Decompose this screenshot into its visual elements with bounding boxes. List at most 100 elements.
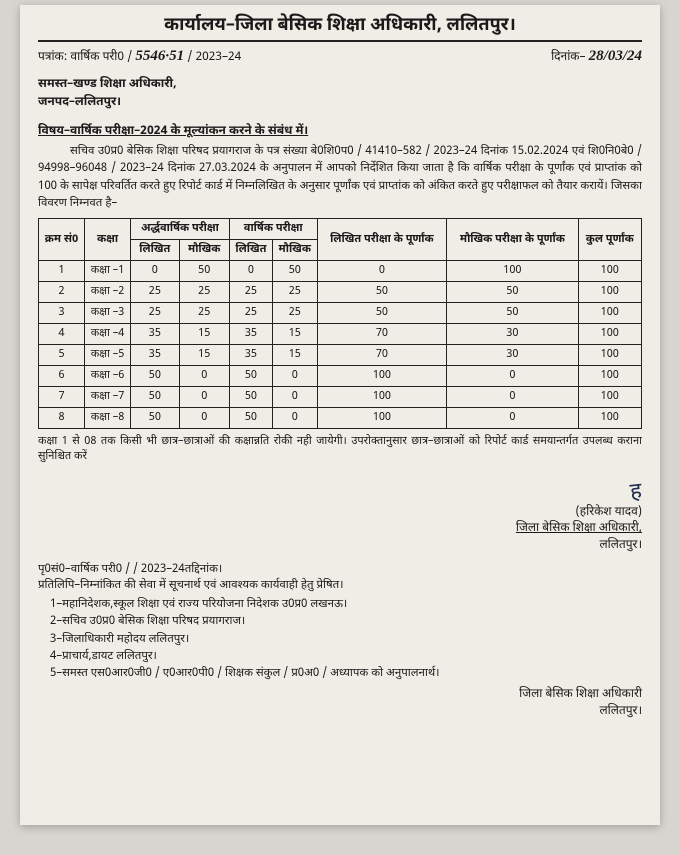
cc-intro: प्रतिलिपि–निम्नांकित की सेवा में सूचनार्… bbox=[38, 577, 642, 594]
th-annual: वार्षिक परीक्षा bbox=[229, 219, 317, 240]
table-cell: 0 bbox=[272, 387, 317, 408]
table-cell: 100 bbox=[578, 366, 641, 387]
table-cell: 1 bbox=[39, 261, 85, 282]
table-cell: 0 bbox=[272, 408, 317, 429]
table-cell: 100 bbox=[578, 282, 641, 303]
table-cell: 50 bbox=[447, 282, 578, 303]
table-cell: 0 bbox=[447, 408, 578, 429]
signature-block: ह (हरिकेश यादव) जिला बेसिक शिक्षा अधिकार… bbox=[38, 476, 642, 554]
table-cell: 35 bbox=[131, 345, 179, 366]
signature-bottom: जिला बेसिक शिक्षा अधिकारी ललितपुर। bbox=[38, 686, 642, 720]
table-cell: 35 bbox=[131, 324, 179, 345]
signatory2-place: ललितपुर। bbox=[600, 703, 643, 719]
signature-scrawl: ह bbox=[629, 475, 644, 507]
table-cell: 6 bbox=[39, 366, 85, 387]
table-cell: 50 bbox=[317, 303, 447, 324]
table-cell: कक्षा –2 bbox=[85, 282, 131, 303]
reference-line: पत्रांक: वार्षिक परी0 / 5546·51 / 2023–2… bbox=[38, 48, 642, 65]
cc-item: 5–समस्त एस0आर0जी0 / ए0आर0पी0 / शिक्षक सं… bbox=[50, 665, 642, 682]
footer-reference: पृ0सं0–वार्षिक परी0 / / 2023–24तद्दिनांक… bbox=[38, 562, 642, 577]
table-cell: 25 bbox=[272, 282, 317, 303]
table-cell: 0 bbox=[447, 387, 578, 408]
th-half-oral: मौखिक bbox=[179, 240, 229, 261]
table-cell: 0 bbox=[131, 261, 179, 282]
table-cell: 25 bbox=[131, 282, 179, 303]
table-row: 3कक्षा –3252525255050100 bbox=[39, 303, 642, 324]
cc-item: 4–प्राचार्य,डायट ललितपुर। bbox=[50, 648, 642, 665]
table-cell: 100 bbox=[578, 345, 641, 366]
cc-item: 3–जिलाधिकारी महोदय ललितपुर। bbox=[50, 631, 642, 648]
ref-prefix: पत्रांक: वार्षिक परी0 / bbox=[38, 49, 132, 65]
table-cell: 50 bbox=[131, 366, 179, 387]
th-half: अर्द्धवार्षिक परीक्षा bbox=[131, 219, 230, 240]
table-row: 2कक्षा –2252525255050100 bbox=[39, 282, 642, 303]
signatory-place: ललितपुर। bbox=[600, 537, 643, 553]
cc-item: 2–सचिव उ0प्र0 बेसिक शिक्षा परिषद प्रयागर… bbox=[50, 613, 642, 630]
table-cell: 50 bbox=[131, 387, 179, 408]
table-row: 1कक्षा –10500500100100 bbox=[39, 261, 642, 282]
office-title: कार्यालय–जिला बेसिक शिक्षा अधिकारी, ललित… bbox=[38, 15, 642, 42]
table-cell: 15 bbox=[179, 324, 229, 345]
table-cell: 25 bbox=[272, 303, 317, 324]
table-cell: 0 bbox=[317, 261, 447, 282]
table-cell: 3 bbox=[39, 303, 85, 324]
table-cell: 50 bbox=[179, 261, 229, 282]
table-cell: 8 bbox=[39, 408, 85, 429]
table-cell: 25 bbox=[179, 282, 229, 303]
body-paragraph: सचिव उ0प्र0 बेसिक शिक्षा परिषद प्रयागराज… bbox=[38, 143, 642, 212]
date-label: दिनांक– bbox=[551, 49, 585, 65]
table-row: 5कक्षा –5351535157030100 bbox=[39, 345, 642, 366]
table-cell: 50 bbox=[447, 303, 578, 324]
table-cell: 0 bbox=[179, 387, 229, 408]
table-cell: कक्षा –4 bbox=[85, 324, 131, 345]
table-cell: 15 bbox=[272, 324, 317, 345]
table-cell: 100 bbox=[447, 261, 578, 282]
table-cell: 0 bbox=[447, 366, 578, 387]
table-cell: 7 bbox=[39, 387, 85, 408]
table-row: 4कक्षा –4351535157030100 bbox=[39, 324, 642, 345]
table-cell: 50 bbox=[317, 282, 447, 303]
table-cell: 50 bbox=[229, 366, 272, 387]
table-cell: 100 bbox=[317, 387, 447, 408]
table-cell: 100 bbox=[317, 366, 447, 387]
table-cell: 30 bbox=[447, 324, 578, 345]
ref-year: / 2023–24 bbox=[187, 49, 241, 65]
th-oral-full: मौखिक परीक्षा के पूर्णांक bbox=[447, 219, 578, 261]
table-cell: 0 bbox=[272, 366, 317, 387]
addressee-line1: समस्त–खण्ड शिक्षा अधिकारी, bbox=[38, 75, 642, 93]
table-row: 6कक्षा –65005001000100 bbox=[39, 366, 642, 387]
table-cell: 2 bbox=[39, 282, 85, 303]
cc-item: 1–महानिदेशक,स्कूल शिक्षा एवं राज्य परियो… bbox=[50, 596, 642, 613]
table-cell: कक्षा –7 bbox=[85, 387, 131, 408]
table-cell: 5 bbox=[39, 345, 85, 366]
th-half-written: लिखित bbox=[131, 240, 179, 261]
table-cell: 50 bbox=[229, 387, 272, 408]
table-cell: 25 bbox=[179, 303, 229, 324]
cc-list: 1–महानिदेशक,स्कूल शिक्षा एवं राज्य परियो… bbox=[50, 596, 642, 682]
th-class: कक्षा bbox=[85, 219, 131, 261]
th-total: कुल पूर्णांक bbox=[578, 219, 641, 261]
table-cell: 15 bbox=[272, 345, 317, 366]
table-cell: 100 bbox=[317, 408, 447, 429]
table-cell: कक्षा –5 bbox=[85, 345, 131, 366]
table-cell: 0 bbox=[179, 408, 229, 429]
addressee-block: समस्त–खण्ड शिक्षा अधिकारी, जनपद–ललितपुर। bbox=[38, 75, 642, 111]
table-cell: 25 bbox=[131, 303, 179, 324]
marks-table: क्रम सं0 कक्षा अर्द्धवार्षिक परीक्षा वार… bbox=[38, 218, 642, 429]
table-row: 8कक्षा –85005001000100 bbox=[39, 408, 642, 429]
signatory-desig: जिला बेसिक शिक्षा अधिकारी, bbox=[516, 520, 642, 536]
ref-number-handwritten: 5546·51 bbox=[135, 48, 184, 64]
table-cell: 50 bbox=[229, 408, 272, 429]
table-cell: 30 bbox=[447, 345, 578, 366]
table-cell: 70 bbox=[317, 345, 447, 366]
table-cell: 0 bbox=[179, 366, 229, 387]
table-cell: कक्षा –8 bbox=[85, 408, 131, 429]
table-cell: 100 bbox=[578, 261, 641, 282]
table-cell: 100 bbox=[578, 303, 641, 324]
table-cell: 25 bbox=[229, 282, 272, 303]
table-cell: 100 bbox=[578, 408, 641, 429]
th-annual-written: लिखित bbox=[229, 240, 272, 261]
table-row: 7कक्षा –75005001000100 bbox=[39, 387, 642, 408]
table-cell: 15 bbox=[179, 345, 229, 366]
table-cell: 70 bbox=[317, 324, 447, 345]
